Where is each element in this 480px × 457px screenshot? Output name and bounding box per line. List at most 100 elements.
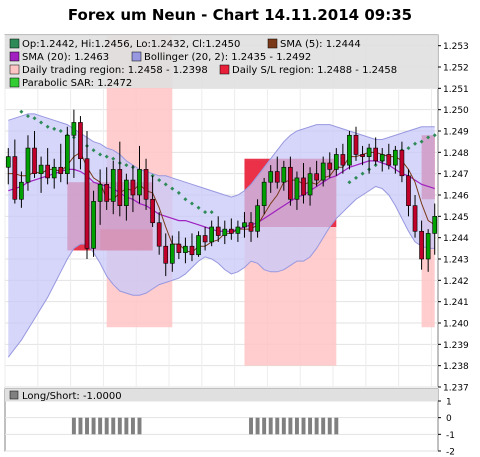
sar-dot: [183, 197, 188, 202]
legend-sl-region-label: Daily S/L region: 1.2488 - 1.2458: [232, 65, 397, 76]
candle: [19, 171, 24, 208]
y-tick-label: 1.253: [443, 42, 469, 52]
longshort-panel: Long/Short: -1.0000 1 0 -1 -2: [4, 388, 455, 457]
candle: [169, 235, 175, 272]
candle-body: [163, 245, 169, 264]
candle-body: [281, 166, 287, 183]
candle-body: [84, 158, 90, 249]
candle: [412, 195, 418, 238]
candle-body: [78, 122, 83, 160]
candle-body: [45, 164, 50, 179]
longshort-bar: [268, 417, 273, 435]
legend-ohlc-label: Op:1.2442, Hi:1.2456, Lo:1.2432, Cl:1.24…: [22, 39, 240, 50]
candle-body: [268, 171, 274, 183]
sar-dot: [353, 175, 358, 180]
candle-body: [373, 147, 379, 162]
longshort-bar: [334, 417, 339, 435]
sar-dot: [39, 120, 44, 125]
candle-body: [399, 149, 405, 177]
y-tick-label: 1.247: [443, 170, 469, 180]
candle-body: [327, 162, 333, 170]
candle-body: [183, 245, 188, 253]
sar-dot: [25, 114, 30, 119]
longshort-bar: [281, 417, 286, 435]
sar-dot: [163, 182, 168, 187]
sar-dot: [360, 171, 365, 176]
candle-body: [5, 156, 11, 168]
candle-body: [156, 222, 162, 247]
candle: [301, 163, 306, 204]
candle-body: [419, 230, 424, 260]
candle: [373, 137, 379, 166]
legend-sar-label: Parabolic SAR: 1.2472: [22, 78, 132, 89]
candle-body: [379, 154, 385, 162]
longshort-legend-swatch: [9, 390, 19, 400]
longshort-bar: [249, 417, 253, 435]
candle: [333, 148, 339, 176]
candle: [314, 160, 319, 187]
candle: [97, 169, 103, 225]
candle-body: [189, 245, 195, 256]
candle-body: [412, 205, 418, 232]
candle: [432, 203, 438, 255]
candle-body: [320, 162, 326, 181]
y-tick-label: 1.243: [443, 256, 469, 266]
candle: [229, 218, 234, 240]
sar-dot: [104, 154, 109, 159]
candle-body: [340, 154, 346, 166]
candle: [156, 212, 162, 255]
sar-dot: [413, 141, 418, 146]
bollinger-lower-line: [7, 185, 435, 358]
longshort-bar: [130, 417, 135, 435]
candle-body: [12, 156, 18, 200]
main-y-axis: 1.237 1.238 1.239 1.240 1.241 1.242 1.243 1.244…: [438, 42, 469, 394]
candle-body: [255, 205, 260, 232]
candle-body: [347, 134, 352, 166]
y-tick-label: 1.239: [443, 341, 469, 351]
candle-body: [307, 173, 313, 196]
candle-body: [64, 134, 70, 174]
candle: [294, 171, 300, 210]
longshort-bars: [71, 417, 339, 435]
longshort-bar: [294, 417, 299, 435]
candle: [379, 148, 385, 172]
candle: [189, 233, 195, 262]
candle-body: [288, 166, 293, 200]
candle-body: [51, 166, 57, 179]
y-tick-label: 1.242: [443, 277, 469, 287]
longshort-bar: [327, 417, 332, 435]
candle-body: [117, 169, 123, 206]
y-tick-label: 1.241: [443, 298, 469, 308]
legend-background: [5, 35, 438, 88]
candle-body: [386, 154, 392, 166]
longshort-bar: [85, 417, 89, 435]
candle: [320, 156, 326, 187]
candle: [274, 156, 280, 189]
candle-body: [202, 235, 208, 243]
legend-sma20-swatch: [9, 51, 20, 62]
candle-body: [366, 147, 372, 157]
sar-dot: [432, 133, 437, 138]
longshort-bar: [288, 417, 293, 435]
legend-ohlc-swatch: [9, 38, 20, 49]
candle-body: [242, 222, 247, 228]
longshort-bar: [111, 417, 116, 435]
candle: [176, 231, 182, 259]
candle: [58, 143, 64, 183]
candle-body: [360, 154, 365, 157]
candle: [78, 116, 83, 170]
candle-body: [104, 184, 110, 202]
candle: [45, 148, 50, 185]
longshort-bar: [308, 417, 313, 435]
sar-dot: [176, 190, 181, 195]
y-tick-label: 1.245: [443, 213, 469, 223]
y-tick-label: 1.250: [443, 106, 469, 116]
candle: [386, 143, 392, 170]
legend: Op:1.2442, Hi:1.2456, Lo:1.2432, Cl:1.24…: [5, 35, 438, 89]
y-tick-label: 1.237: [443, 384, 469, 394]
longshort-bar: [314, 417, 319, 435]
y-tick-label: 1.248: [443, 149, 469, 159]
sar-dot: [209, 210, 214, 215]
candle-body: [261, 181, 267, 206]
candle: [399, 141, 405, 183]
